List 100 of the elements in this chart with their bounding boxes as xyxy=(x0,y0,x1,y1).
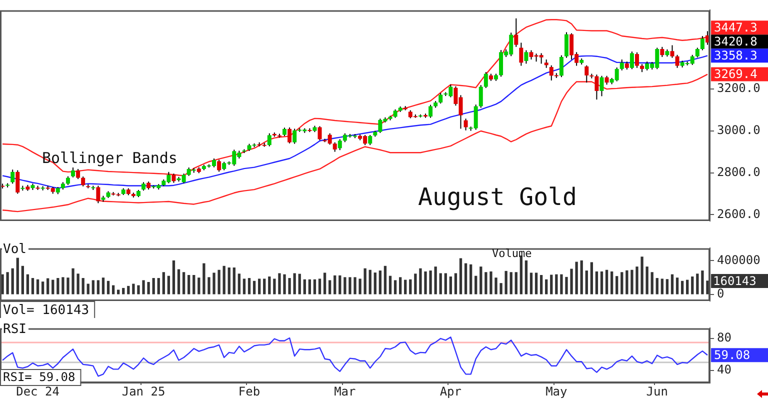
bar xyxy=(696,274,699,294)
candlestick xyxy=(634,52,639,68)
bar xyxy=(212,272,216,294)
bar xyxy=(72,268,74,294)
bar xyxy=(640,256,644,294)
bar xyxy=(162,272,165,294)
bar xyxy=(86,284,90,294)
bar xyxy=(1,274,4,294)
x-tick-label: Jun xyxy=(646,384,668,398)
bar xyxy=(222,266,226,294)
chart-title: RSI xyxy=(3,322,26,337)
bar xyxy=(616,276,618,294)
bar xyxy=(117,290,120,294)
bar xyxy=(137,285,140,294)
x-tick-label: Dec 24 xyxy=(16,384,60,398)
bar xyxy=(388,276,392,294)
bar xyxy=(520,256,522,294)
bar xyxy=(228,267,230,294)
candlestick xyxy=(478,84,483,108)
bar xyxy=(354,277,356,294)
bar xyxy=(459,258,462,294)
bar xyxy=(620,272,624,294)
bar xyxy=(338,275,342,294)
candlestick xyxy=(318,126,322,141)
annotation: Volume xyxy=(492,247,532,260)
bar xyxy=(238,274,241,294)
bar xyxy=(524,260,528,294)
bar xyxy=(16,258,19,294)
y-tick-label: 2800.0 xyxy=(717,164,760,179)
candlestick xyxy=(514,18,518,48)
bar xyxy=(102,278,105,294)
bar xyxy=(293,273,296,294)
y-tick-label: 400000 xyxy=(717,252,760,267)
bar xyxy=(31,278,34,294)
bar xyxy=(208,277,210,294)
bar xyxy=(66,278,70,294)
bar xyxy=(555,274,558,294)
x-tick-label: May xyxy=(546,384,568,398)
candlestick xyxy=(288,126,292,144)
bar xyxy=(283,274,286,294)
bar xyxy=(464,263,468,294)
bar xyxy=(242,278,246,294)
bar xyxy=(198,278,200,294)
bar xyxy=(585,270,588,294)
text: Vol= 160143 xyxy=(3,303,90,318)
bar xyxy=(328,280,332,294)
bar xyxy=(449,276,452,294)
bar xyxy=(167,276,170,294)
annotation: RSI= 59.08 xyxy=(3,370,76,384)
bar xyxy=(454,273,458,294)
bar xyxy=(409,279,412,294)
bar xyxy=(504,270,508,294)
x-tick-label: Feb xyxy=(238,384,260,398)
bar xyxy=(534,272,538,294)
bar xyxy=(646,266,648,294)
bar xyxy=(82,278,84,294)
bar xyxy=(278,273,281,294)
annotation: August Gold xyxy=(418,183,577,211)
bar xyxy=(429,270,432,294)
y-tick-label: 80 xyxy=(717,330,732,345)
candlestick xyxy=(524,50,528,64)
bar xyxy=(344,277,346,294)
bar xyxy=(122,288,125,294)
bar xyxy=(595,271,598,294)
candlestick xyxy=(600,75,604,97)
candlestick xyxy=(81,176,86,187)
bar xyxy=(444,273,447,294)
candlestick xyxy=(620,58,624,71)
bar xyxy=(62,277,64,294)
candlestick xyxy=(695,47,700,58)
text: 160143 xyxy=(713,274,756,288)
bar xyxy=(610,271,614,294)
bar xyxy=(545,279,548,294)
bar xyxy=(177,269,180,294)
bar xyxy=(26,274,30,294)
bar xyxy=(378,270,382,294)
bar xyxy=(605,270,608,294)
bar xyxy=(490,271,492,294)
candlestick xyxy=(96,185,100,204)
bar xyxy=(11,268,14,294)
bar xyxy=(152,278,155,294)
y-tick-label: 40 xyxy=(717,362,732,376)
candlestick xyxy=(338,138,342,151)
candlestick xyxy=(584,64,589,84)
bar xyxy=(630,270,634,294)
bar xyxy=(334,275,336,294)
bar xyxy=(52,280,54,294)
bar xyxy=(636,266,638,294)
bar xyxy=(273,278,276,294)
bar xyxy=(590,262,593,294)
bar xyxy=(92,280,94,294)
candlestick xyxy=(670,44,674,58)
bar xyxy=(701,270,704,294)
candlestick xyxy=(630,51,634,70)
bar xyxy=(656,278,658,294)
bar xyxy=(76,274,80,294)
candlestick xyxy=(428,104,433,118)
bar xyxy=(394,280,397,294)
candlestick xyxy=(519,42,524,66)
bar xyxy=(41,282,44,294)
